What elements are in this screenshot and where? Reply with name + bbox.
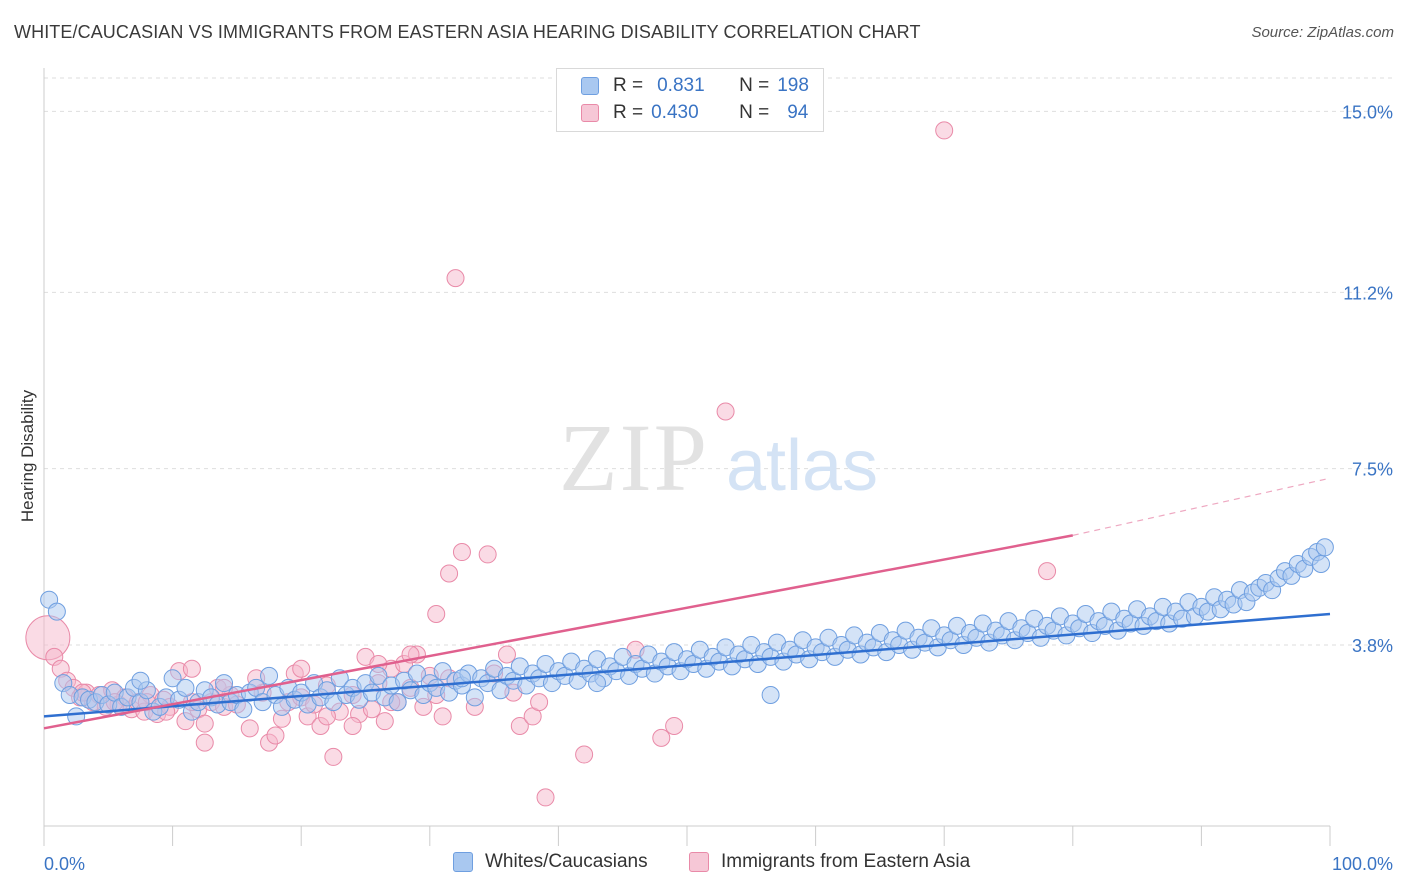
axes	[43, 68, 1331, 846]
chart-title: WHITE/CAUCASIAN VS IMMIGRANTS FROM EASTE…	[14, 22, 921, 42]
point-whites-199	[1315, 538, 1334, 557]
point-immigrants-79	[427, 604, 446, 623]
point-whites-201	[761, 685, 780, 704]
point-immigrants-65	[510, 716, 529, 735]
point-whites-27	[215, 674, 234, 693]
point-immigrants-58	[440, 564, 459, 583]
point-immigrants-73	[935, 121, 954, 140]
point-whites-54	[388, 693, 407, 712]
x-tick-label-0: 0.0%	[44, 854, 85, 874]
point-whites-19	[163, 669, 182, 688]
point-immigrants-30	[240, 719, 259, 738]
point-whites-21	[176, 678, 195, 697]
source-label: Source: ZipAtlas.com	[1251, 24, 1394, 41]
y-axis-label: Hearing Disability	[18, 389, 37, 522]
point-immigrants-59	[446, 269, 465, 288]
series-whites-caucasians	[40, 538, 1334, 726]
point-immigrants-57	[433, 707, 452, 726]
point-whites-57	[407, 664, 426, 683]
n-value: 198	[777, 75, 809, 96]
point-whites-66	[465, 688, 484, 707]
point-immigrants-70	[652, 728, 671, 747]
point-immigrants-64	[497, 645, 516, 664]
r-value: 0.430	[651, 102, 699, 123]
n-value: 94	[787, 102, 809, 123]
y-tick-label-3: 15.0%	[1342, 102, 1393, 122]
legend-label-immigrants: Immigrants from Eastern Asia	[721, 851, 971, 872]
point-immigrants-68	[575, 745, 594, 764]
legend-swatch-blue	[581, 77, 599, 95]
legend-row-whites: R = 0.831 N = 198	[581, 73, 809, 99]
point-immigrants-41	[324, 747, 343, 766]
trend-line-immigrants	[43, 534, 1074, 730]
legend-swatch-pink	[689, 852, 709, 872]
point-immigrants-60	[452, 543, 471, 562]
y-tick-label-1: 7.5%	[1352, 460, 1393, 480]
legend-row-immigrants: R = 0.430 N = 94	[581, 100, 808, 126]
point-immigrants-77	[266, 726, 285, 745]
point-immigrants-84	[343, 716, 362, 735]
r-label: R =	[613, 75, 644, 96]
point-immigrants-74	[1038, 562, 1057, 581]
n-label: N =	[739, 102, 770, 123]
watermark: ZIP atlas	[559, 404, 878, 511]
trend-line-immigrants-extension	[1072, 477, 1331, 536]
point-immigrants-48	[375, 712, 394, 731]
point-immigrants-75	[195, 733, 214, 752]
point-immigrants-24	[195, 714, 214, 733]
n-label: N =	[739, 75, 770, 96]
point-whites-1	[47, 602, 66, 621]
point-whites-200	[587, 674, 606, 693]
grid-lines	[44, 77, 1392, 646]
legend-swatch-blue	[453, 852, 473, 872]
point-whites-198	[1311, 554, 1330, 573]
point-immigrants-67	[536, 788, 555, 807]
point-whites-61	[433, 662, 452, 681]
point-immigrants-71	[665, 716, 684, 735]
legend-item-whites[interactable]: Whites/Caucasians	[453, 851, 648, 873]
point-immigrants-83	[292, 659, 311, 678]
point-immigrants-22	[182, 659, 201, 678]
legend-item-immigrants[interactable]: Immigrants from Eastern Asia	[689, 851, 970, 873]
point-immigrants-72	[716, 402, 735, 421]
point-immigrants-62	[478, 545, 497, 564]
y-tick-label-0: 3.8%	[1352, 636, 1393, 656]
point-immigrants-82	[530, 693, 549, 712]
series-legend: Whites/Caucasians Immigrants from Easter…	[0, 851, 1406, 879]
r-label: R =	[613, 102, 644, 123]
point-whites-34	[260, 666, 279, 685]
point-whites-30	[234, 700, 253, 719]
watermark-atlas: atlas	[726, 426, 878, 506]
correlation-legend: R = 0.831 N = 198 R = 0.430 N = 94	[556, 68, 824, 132]
point-whites-51	[369, 666, 388, 685]
r-value: 0.831	[657, 75, 705, 96]
legend-label-whites: Whites/Caucasians	[485, 851, 648, 872]
x-tick-label-1: 100.0%	[1332, 854, 1393, 874]
legend-swatch-pink	[581, 104, 599, 122]
watermark-zip: ZIP	[559, 404, 709, 511]
y-tick-label-2: 11.2%	[1343, 283, 1393, 303]
trend-lines	[43, 477, 1331, 730]
tick-labels: 3.8% 7.5% 11.2% 15.0% 0.0% 100.0%	[44, 102, 1393, 874]
trend-line-whites	[43, 612, 1331, 718]
point-whites-203	[131, 671, 150, 690]
